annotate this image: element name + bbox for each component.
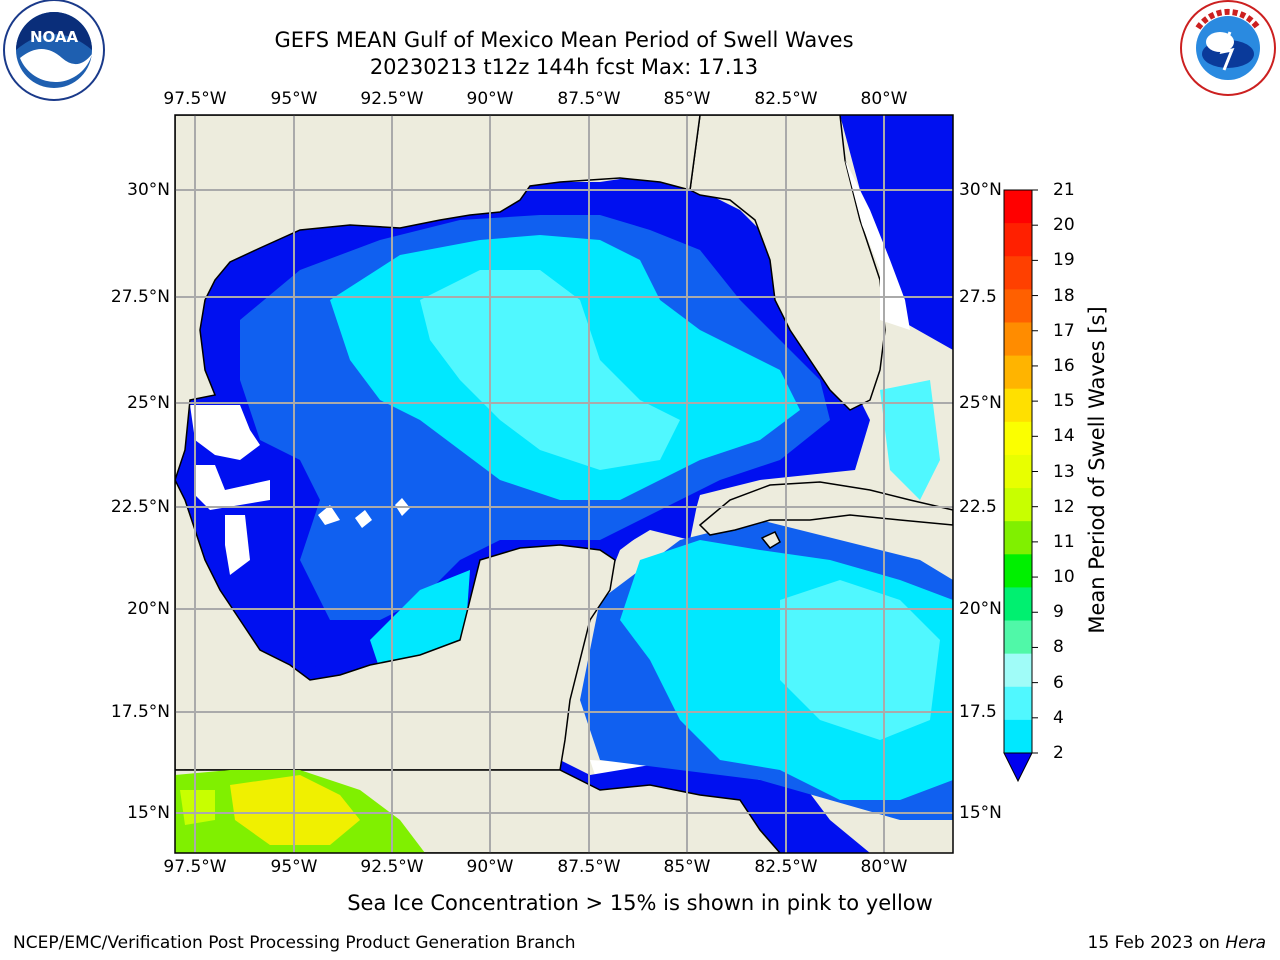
no-data-area	[195, 465, 270, 510]
lon-tick-bottom: 85°W	[663, 857, 711, 877]
colorbar-label: 10	[1053, 567, 1075, 588]
no-data-area	[845, 160, 910, 330]
colorbar-segment	[1004, 190, 1032, 224]
pacific-field	[180, 790, 215, 825]
colorbar-segment	[1004, 388, 1032, 423]
no-data-area	[190, 405, 260, 460]
colorbar-label: 2	[1053, 743, 1064, 763]
footer-host: Hera	[1225, 933, 1266, 953]
colorbar-label: 13	[1053, 461, 1075, 482]
lon-tick-top: 97.5°W	[163, 89, 227, 109]
no-data-area	[355, 510, 372, 528]
colorbar-segment	[1004, 355, 1032, 390]
lat-tick-left: 20°N	[127, 599, 170, 619]
colorbar-segment	[1004, 256, 1032, 290]
colorbar-segment	[1004, 289, 1032, 323]
colorbar-label: 14	[1053, 426, 1075, 447]
colorbar-segment	[1004, 322, 1032, 357]
colorbar-label: 12	[1053, 496, 1075, 517]
lat-tick-left: 15°N	[127, 803, 170, 823]
noaa-logo-text: NOAA	[30, 28, 79, 46]
colorbar-segment	[1004, 421, 1032, 456]
footer-date: 15 Feb 2023 on Hera	[1088, 933, 1266, 953]
colorbar-segment	[1004, 454, 1032, 489]
map-frame	[174, 114, 954, 854]
colorbar-label: 15	[1053, 391, 1075, 412]
lat-tick-right: 20°N	[959, 599, 1002, 619]
graticule	[175, 115, 953, 853]
lat-tick-left: 22.5°N	[110, 497, 170, 517]
lon-tick-bottom: 87.5°W	[557, 857, 621, 877]
colorbar-label: 11	[1053, 531, 1075, 552]
lon-tick-top: 85°W	[663, 89, 711, 109]
sea-ice-note: Sea Ice Concentration > 15% is shown in …	[347, 891, 933, 915]
lat-tick-left: 30°N	[127, 180, 170, 200]
nws-logo	[1180, 0, 1276, 96]
lon-tick-top: 95°W	[270, 89, 318, 109]
lon-tick-bottom: 92.5°W	[360, 857, 424, 877]
lon-tick-bottom: 90°W	[466, 857, 514, 877]
land-us-coast	[175, 115, 701, 481]
colorbar-segment	[1004, 521, 1032, 555]
colorbar-segment	[1004, 719, 1032, 754]
colorbar-segment	[1004, 686, 1032, 721]
colorbar-segment	[1004, 620, 1032, 655]
colorbar	[1003, 189, 1038, 783]
lat-tick-left: 17.5°N	[110, 702, 170, 722]
lat-tick-right: 30°N	[959, 180, 1002, 200]
colorbar-segment	[1004, 488, 1032, 522]
colorbar-segment	[1004, 587, 1032, 622]
no-data-area	[318, 505, 340, 525]
colorbar-label: 20	[1053, 215, 1075, 236]
land-mexico	[175, 479, 616, 771]
colorbar-segment	[1004, 653, 1032, 688]
lon-tick-bottom: 80°W	[860, 857, 908, 877]
lat-tick-left: 25°N	[127, 393, 170, 413]
swell-band-light-cyan	[420, 270, 680, 470]
colorbar-segment	[1004, 554, 1032, 588]
footer-date-text: 15 Feb 2023 on	[1087, 933, 1226, 953]
no-data-area	[225, 515, 250, 575]
lon-tick-top: 87.5°W	[557, 89, 621, 109]
colorbar-extend	[1003, 752, 1033, 783]
colorbar-label: 9	[1053, 602, 1064, 623]
footer-credit: NCEP/EMC/Verification Post Processing Pr…	[13, 933, 576, 953]
lat-tick-left: 27.5°N	[110, 287, 170, 307]
colorbar-label: 21	[1053, 180, 1075, 200]
swell-band-light-cyan	[880, 380, 940, 500]
land-florida	[689, 115, 886, 411]
colorbar-label: 17	[1053, 320, 1075, 341]
lon-tick-bottom: 97.5°W	[163, 857, 227, 877]
colorbar-label: 19	[1053, 250, 1075, 271]
lon-tick-bottom: 82.5°W	[754, 857, 818, 877]
lon-tick-bottom: 95°W	[270, 857, 318, 877]
lat-tick-right: 27.5	[959, 287, 997, 307]
lat-tick-right: 25°N	[959, 393, 1002, 413]
chart-title: GEFS MEAN Gulf of Mexico Mean Period of …	[274, 28, 854, 52]
colorbar-segment	[1004, 223, 1032, 257]
lon-tick-top: 80°W	[860, 89, 908, 109]
lat-tick-right: 22.5	[959, 497, 997, 517]
swell-band-light-cyan	[780, 580, 940, 740]
colorbar-label: 16	[1053, 355, 1075, 376]
colorbar-label: 18	[1053, 285, 1075, 306]
lon-tick-top: 82.5°W	[754, 89, 818, 109]
noaa-logo: NOAA	[3, 0, 105, 101]
lat-tick-right: 15°N	[959, 803, 1002, 823]
land-island	[760, 531, 781, 549]
lon-tick-top: 90°W	[466, 89, 514, 109]
colorbar-label: 8	[1053, 637, 1064, 658]
lon-tick-top: 92.5°W	[360, 89, 424, 109]
colorbar-label: 6	[1053, 672, 1064, 693]
lat-tick-right: 17.5	[959, 702, 997, 722]
chart-subtitle: 20230213 t12z 144h fcst Max: 17.13	[369, 55, 759, 79]
colorbar-label: 4	[1053, 707, 1064, 728]
colorbar-title: Mean Period of Swell Waves [s]	[1085, 306, 1109, 634]
